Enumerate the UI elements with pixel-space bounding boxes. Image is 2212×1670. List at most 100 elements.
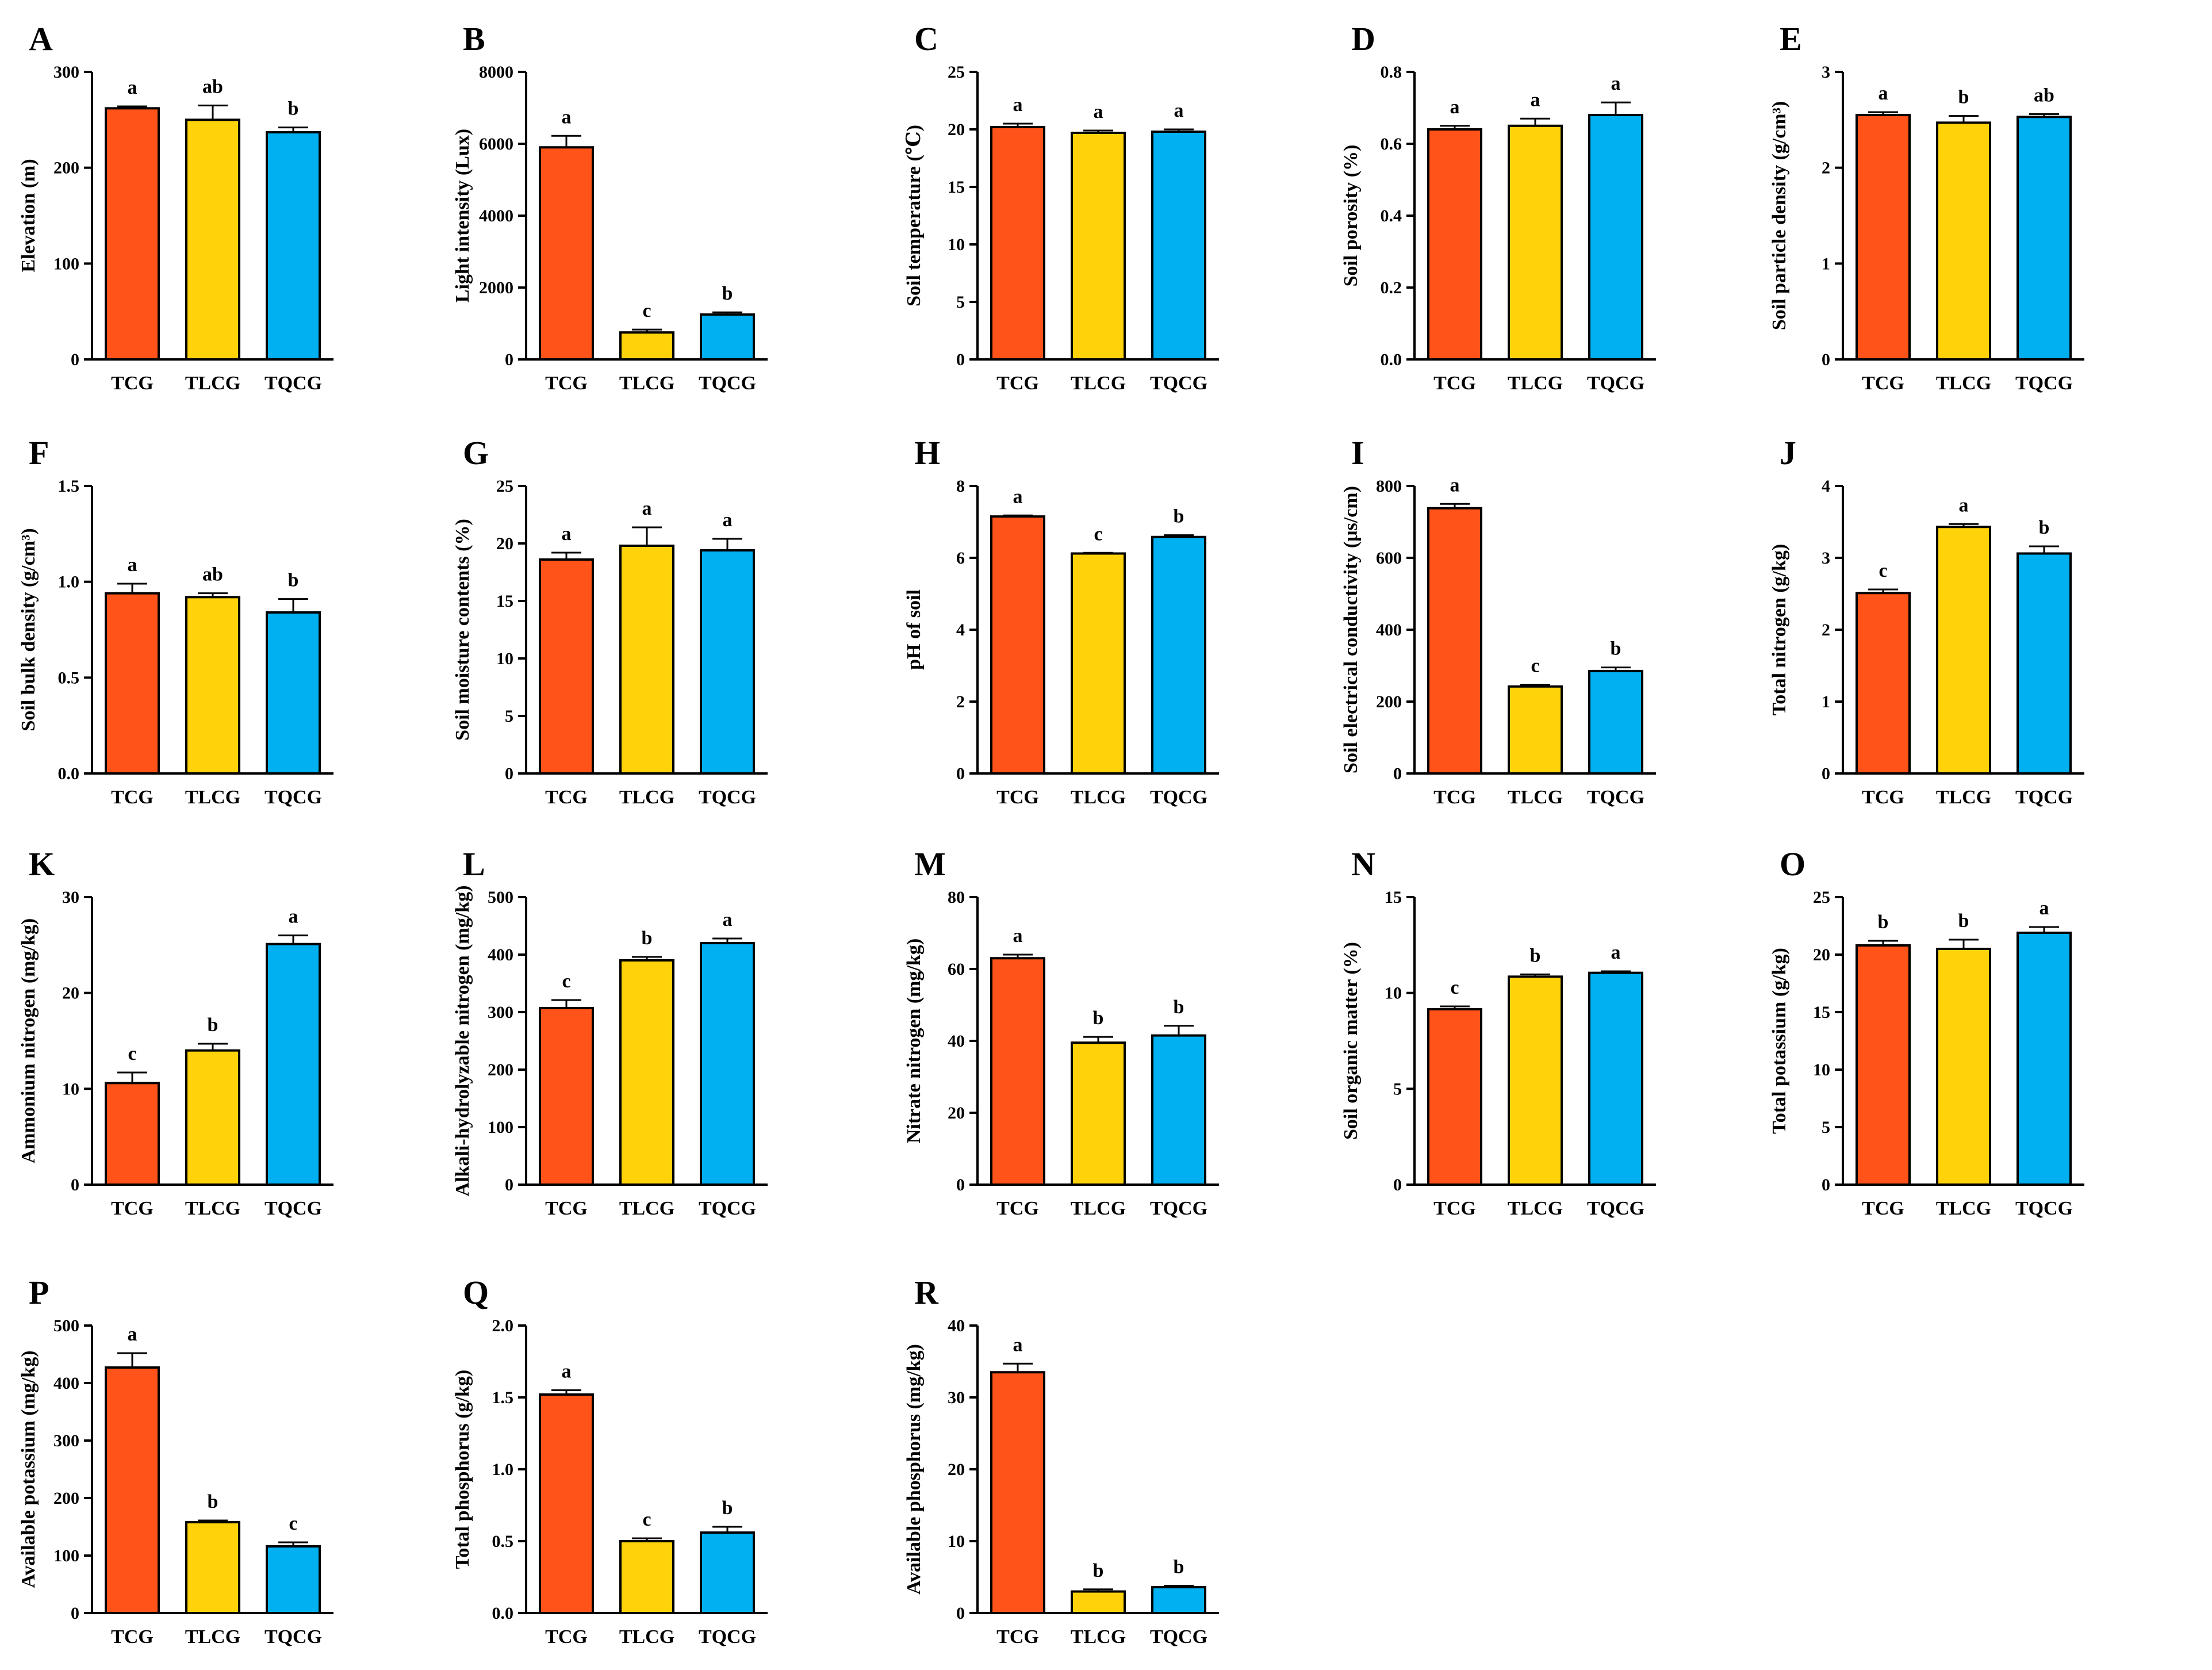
y-tick-label: 600 — [1376, 549, 1402, 568]
x-tick-label: TCG — [1862, 373, 1904, 394]
chart-panel-i: I Soil electrical conductivity (μs/cm) 0 20… — [1340, 434, 1656, 808]
significance-label: a — [128, 554, 137, 576]
y-axis-title: Soil organic matter (%) — [1340, 942, 1362, 1140]
x-tick-label: TLCG — [1508, 1198, 1563, 1219]
panel-letter: G — [463, 434, 489, 472]
y-tick-label: 500 — [488, 888, 513, 907]
chart-panel-b: B Light intensity (Lux) 0 2000 4000 6000 8000 a… — [452, 20, 768, 394]
y-tick-label: 20 — [1813, 945, 1830, 964]
bar-tqcg — [700, 1531, 755, 1614]
significance-label: c — [289, 1513, 297, 1534]
y-tick-label: 15 — [1813, 1003, 1830, 1022]
y-tick-label: 20 — [62, 984, 79, 1003]
y-tick-label: 0 — [505, 764, 513, 783]
x-tick-label: TLCG — [1936, 373, 1991, 394]
significance-label: a — [1013, 925, 1023, 947]
y-axis-title: Soil moisture contents (%) — [452, 519, 473, 741]
significance-label: a — [562, 523, 572, 545]
y-tick-label: 0 — [956, 1604, 965, 1623]
bar-tcg — [990, 515, 1045, 775]
y-tick-label: 30 — [62, 888, 79, 907]
y-tick-label: 0 — [71, 1175, 79, 1194]
x-tick-label: TQCG — [264, 1198, 322, 1219]
y-tick-label: 100 — [53, 254, 79, 273]
y-tick-label: 2 — [1822, 159, 1830, 178]
significance-label: a — [642, 498, 652, 519]
panel-letter: Q — [463, 1274, 489, 1311]
bar-tcg — [1856, 592, 1911, 775]
x-tick-label: TCG — [545, 373, 588, 394]
bar-tlcg — [619, 959, 674, 1186]
chart-panel-a: A Elevation (m) 0 100 200 300 a TCG ab TLCG b TQCG — [18, 20, 333, 394]
bar-tlcg — [1936, 121, 1991, 361]
x-tick-label: TLCG — [1071, 373, 1126, 394]
significance-label: b — [1093, 1008, 1104, 1029]
x-tick-label: TQCG — [264, 787, 322, 808]
significance-label: a — [1174, 100, 1184, 121]
y-tick-label: 15 — [948, 178, 965, 197]
significance-label: b — [208, 1014, 218, 1036]
y-tick-label: 0 — [505, 1175, 513, 1194]
significance-label: a — [1450, 474, 1460, 496]
x-tick-label: TQCG — [699, 1198, 756, 1219]
significance-label: a — [723, 909, 733, 930]
significance-label: c — [1531, 656, 1539, 677]
y-tick-label: 200 — [1376, 692, 1402, 711]
significance-label: b — [1174, 506, 1184, 527]
y-tick-label: 200 — [53, 159, 79, 178]
panel-letter: H — [914, 434, 940, 472]
y-tick-label: 10 — [496, 649, 513, 668]
bar-tlcg — [185, 1049, 240, 1186]
x-tick-label: TQCG — [699, 1626, 756, 1648]
y-tick-label: 0 — [1822, 1175, 1830, 1194]
y-tick-label: 0 — [1393, 764, 1402, 783]
bar-tlcg — [1936, 948, 1991, 1186]
y-axis-title: Elevation (m) — [18, 159, 39, 272]
x-tick-label: TLCG — [619, 1198, 674, 1219]
y-tick-label: 0 — [956, 350, 965, 369]
significance-label: b — [1174, 1557, 1184, 1578]
significance-label: b — [208, 1491, 218, 1512]
y-axis-title: Total nitrogen (g/kg) — [1769, 544, 1790, 715]
bar-tcg — [105, 1082, 160, 1186]
y-tick-label: 40 — [948, 1316, 965, 1335]
bar-tqcg — [266, 611, 321, 775]
bar-tlcg — [1508, 685, 1563, 775]
bar-tcg — [539, 558, 594, 775]
y-tick-label: 20 — [948, 1104, 965, 1123]
y-axis-title: Ammonium nitrogen (mg/kg) — [18, 918, 39, 1163]
bar-tlcg — [1071, 132, 1126, 361]
significance-label: c — [1094, 523, 1102, 545]
panel-letter: B — [463, 20, 485, 58]
bar-tlcg — [619, 545, 674, 775]
bar-tqcg — [1151, 131, 1206, 361]
x-tick-label: TLCG — [1071, 1198, 1126, 1219]
y-tick-label: 10 — [948, 235, 965, 254]
chart-panel-e: E Soil particle density (g/cm³) 0 1 2 3 a TCG b T… — [1769, 20, 2084, 394]
y-tick-label: 5 — [1822, 1118, 1830, 1137]
significance-label: a — [1879, 83, 1888, 104]
significance-label: b — [2039, 517, 2050, 538]
bar-tcg — [990, 1371, 1045, 1614]
significance-label: b — [722, 283, 733, 304]
significance-label: a — [1611, 942, 1621, 963]
bar-tlcg — [1508, 124, 1563, 361]
significance-label: a — [1094, 101, 1103, 122]
x-tick-label: TQCG — [699, 373, 756, 394]
y-tick-label: 100 — [488, 1118, 513, 1137]
x-tick-label: TCG — [1433, 1198, 1476, 1219]
y-tick-label: 0 — [1822, 764, 1830, 783]
y-tick-label: 100 — [53, 1546, 79, 1565]
panel-letter: L — [463, 845, 485, 883]
y-tick-label: 0 — [505, 350, 513, 369]
y-tick-label: 0.8 — [1381, 63, 1402, 82]
significance-label: a — [723, 510, 733, 531]
significance-label: a — [289, 906, 298, 928]
panel-letter: M — [914, 845, 946, 883]
x-tick-label: TQCG — [2015, 1198, 2073, 1219]
chart-panel-o: O Total potassium (g/kg) 0 5 10 15 20 25 b TCG b TL… — [1769, 845, 2084, 1219]
y-tick-label: 0.5 — [58, 668, 80, 687]
y-axis-title: pH of soil — [903, 589, 925, 670]
bar-tlcg — [185, 1521, 240, 1614]
y-tick-label: 10 — [1813, 1060, 1830, 1079]
